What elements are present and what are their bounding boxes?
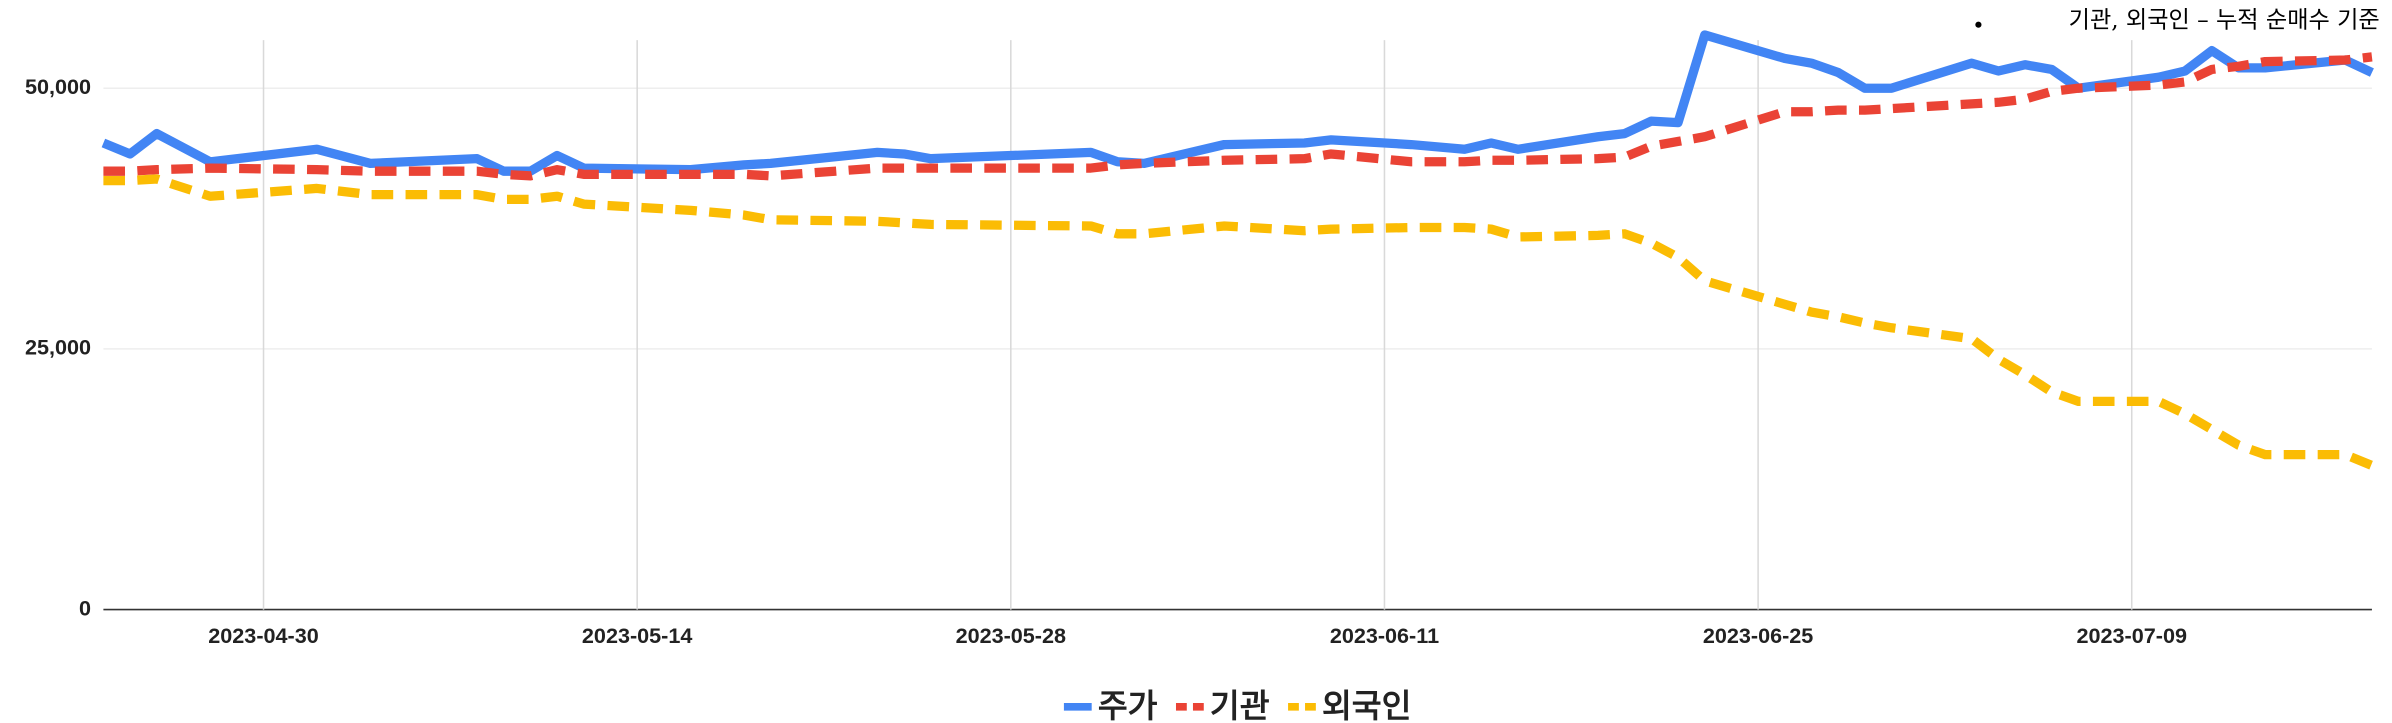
y-tick-label: 0 xyxy=(79,595,91,620)
legend: 주가 기관 외국인 xyxy=(1063,688,1411,723)
y-tick-label: 25,000 xyxy=(25,335,91,360)
x-tick-label: 2023-06-11 xyxy=(1330,623,1439,648)
legend-label: 주가 xyxy=(1098,688,1158,723)
x-tick-label: 2023-07-09 xyxy=(2077,623,2187,648)
series-line xyxy=(103,174,2374,470)
y-tick-label: 50,000 xyxy=(25,74,91,99)
series-line xyxy=(103,52,2373,181)
legend-label: 기관 xyxy=(1210,688,1270,723)
note: 기관, 외국인 – 누적 순매수 기준 xyxy=(2069,8,2380,34)
x-tick-label: 2023-05-14 xyxy=(582,623,692,648)
x-tick-label: 2023-04-30 xyxy=(208,623,318,648)
x-tick-label: 2023-05-28 xyxy=(956,623,1066,648)
note-bullet xyxy=(1975,21,1982,28)
legend-label: 외국인 xyxy=(1322,688,1411,723)
series-line xyxy=(101,30,2374,176)
x-tick-label: 2023-06-25 xyxy=(1703,623,1813,648)
